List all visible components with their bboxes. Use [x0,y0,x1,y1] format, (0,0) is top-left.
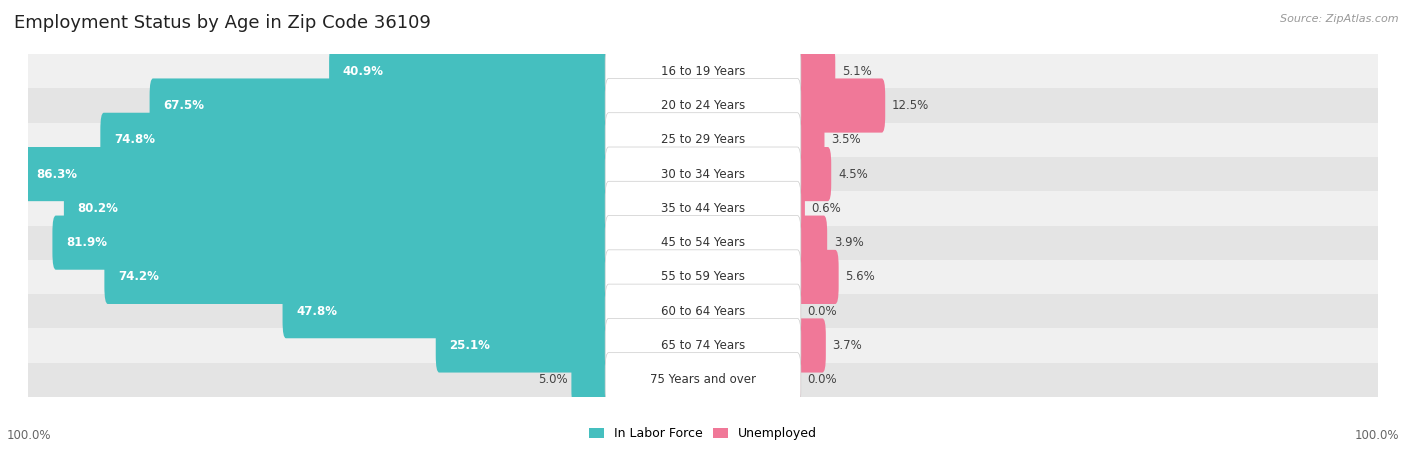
FancyBboxPatch shape [28,54,1378,88]
Text: 55 to 59 Years: 55 to 59 Years [661,271,745,283]
Text: 60 to 64 Years: 60 to 64 Years [661,305,745,318]
Text: 74.2%: 74.2% [118,271,159,283]
FancyBboxPatch shape [605,216,801,270]
Text: 47.8%: 47.8% [297,305,337,318]
FancyBboxPatch shape [52,216,612,270]
FancyBboxPatch shape [605,44,801,98]
Text: 30 to 34 Years: 30 to 34 Years [661,168,745,180]
FancyBboxPatch shape [794,44,835,98]
FancyBboxPatch shape [605,181,801,235]
Text: 3.7%: 3.7% [832,339,862,352]
FancyBboxPatch shape [283,284,612,338]
Text: 4.5%: 4.5% [838,168,868,180]
FancyBboxPatch shape [794,318,825,373]
FancyBboxPatch shape [794,216,827,270]
Text: 0.0%: 0.0% [807,305,837,318]
Text: 5.1%: 5.1% [842,65,872,78]
Text: 5.6%: 5.6% [845,271,875,283]
Text: 5.0%: 5.0% [538,373,568,386]
FancyBboxPatch shape [794,147,831,201]
FancyBboxPatch shape [28,363,1378,397]
FancyBboxPatch shape [794,181,804,235]
Text: 81.9%: 81.9% [66,236,107,249]
FancyBboxPatch shape [63,181,612,235]
FancyBboxPatch shape [28,157,1378,191]
Text: 75 Years and over: 75 Years and over [650,373,756,386]
Text: 74.8%: 74.8% [114,133,155,146]
FancyBboxPatch shape [436,318,612,373]
Text: Source: ZipAtlas.com: Source: ZipAtlas.com [1281,14,1399,23]
Text: 0.6%: 0.6% [811,202,841,215]
FancyBboxPatch shape [605,147,801,201]
Legend: In Labor Force, Unemployed: In Labor Force, Unemployed [583,423,823,446]
FancyBboxPatch shape [28,191,1378,226]
Text: 86.3%: 86.3% [37,168,77,180]
Text: 3.9%: 3.9% [834,236,863,249]
FancyBboxPatch shape [571,353,612,407]
FancyBboxPatch shape [28,226,1378,260]
Text: 20 to 24 Years: 20 to 24 Years [661,99,745,112]
FancyBboxPatch shape [794,284,801,338]
FancyBboxPatch shape [605,353,801,407]
FancyBboxPatch shape [605,318,801,373]
FancyBboxPatch shape [605,113,801,167]
FancyBboxPatch shape [28,260,1378,294]
FancyBboxPatch shape [605,78,801,133]
FancyBboxPatch shape [28,328,1378,363]
FancyBboxPatch shape [104,250,612,304]
Text: 80.2%: 80.2% [77,202,118,215]
Text: 67.5%: 67.5% [163,99,204,112]
FancyBboxPatch shape [28,88,1378,123]
Text: 3.5%: 3.5% [831,133,860,146]
Text: 25.1%: 25.1% [450,339,491,352]
FancyBboxPatch shape [794,78,886,133]
FancyBboxPatch shape [605,284,801,338]
FancyBboxPatch shape [22,147,612,201]
Text: Employment Status by Age in Zip Code 36109: Employment Status by Age in Zip Code 361… [14,14,430,32]
FancyBboxPatch shape [149,78,612,133]
Text: 45 to 54 Years: 45 to 54 Years [661,236,745,249]
Text: 25 to 29 Years: 25 to 29 Years [661,133,745,146]
FancyBboxPatch shape [794,353,801,407]
Text: 65 to 74 Years: 65 to 74 Years [661,339,745,352]
Text: 100.0%: 100.0% [1354,429,1399,442]
FancyBboxPatch shape [794,250,838,304]
Text: 0.0%: 0.0% [807,373,837,386]
FancyBboxPatch shape [329,44,612,98]
Text: 12.5%: 12.5% [891,99,929,112]
Text: 35 to 44 Years: 35 to 44 Years [661,202,745,215]
FancyBboxPatch shape [794,113,824,167]
Text: 100.0%: 100.0% [7,429,52,442]
Text: 40.9%: 40.9% [343,65,384,78]
FancyBboxPatch shape [28,294,1378,328]
Text: 16 to 19 Years: 16 to 19 Years [661,65,745,78]
FancyBboxPatch shape [605,250,801,304]
FancyBboxPatch shape [100,113,612,167]
FancyBboxPatch shape [28,123,1378,157]
